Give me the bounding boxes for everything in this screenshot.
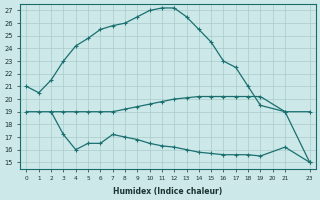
X-axis label: Humidex (Indice chaleur): Humidex (Indice chaleur): [114, 187, 223, 196]
